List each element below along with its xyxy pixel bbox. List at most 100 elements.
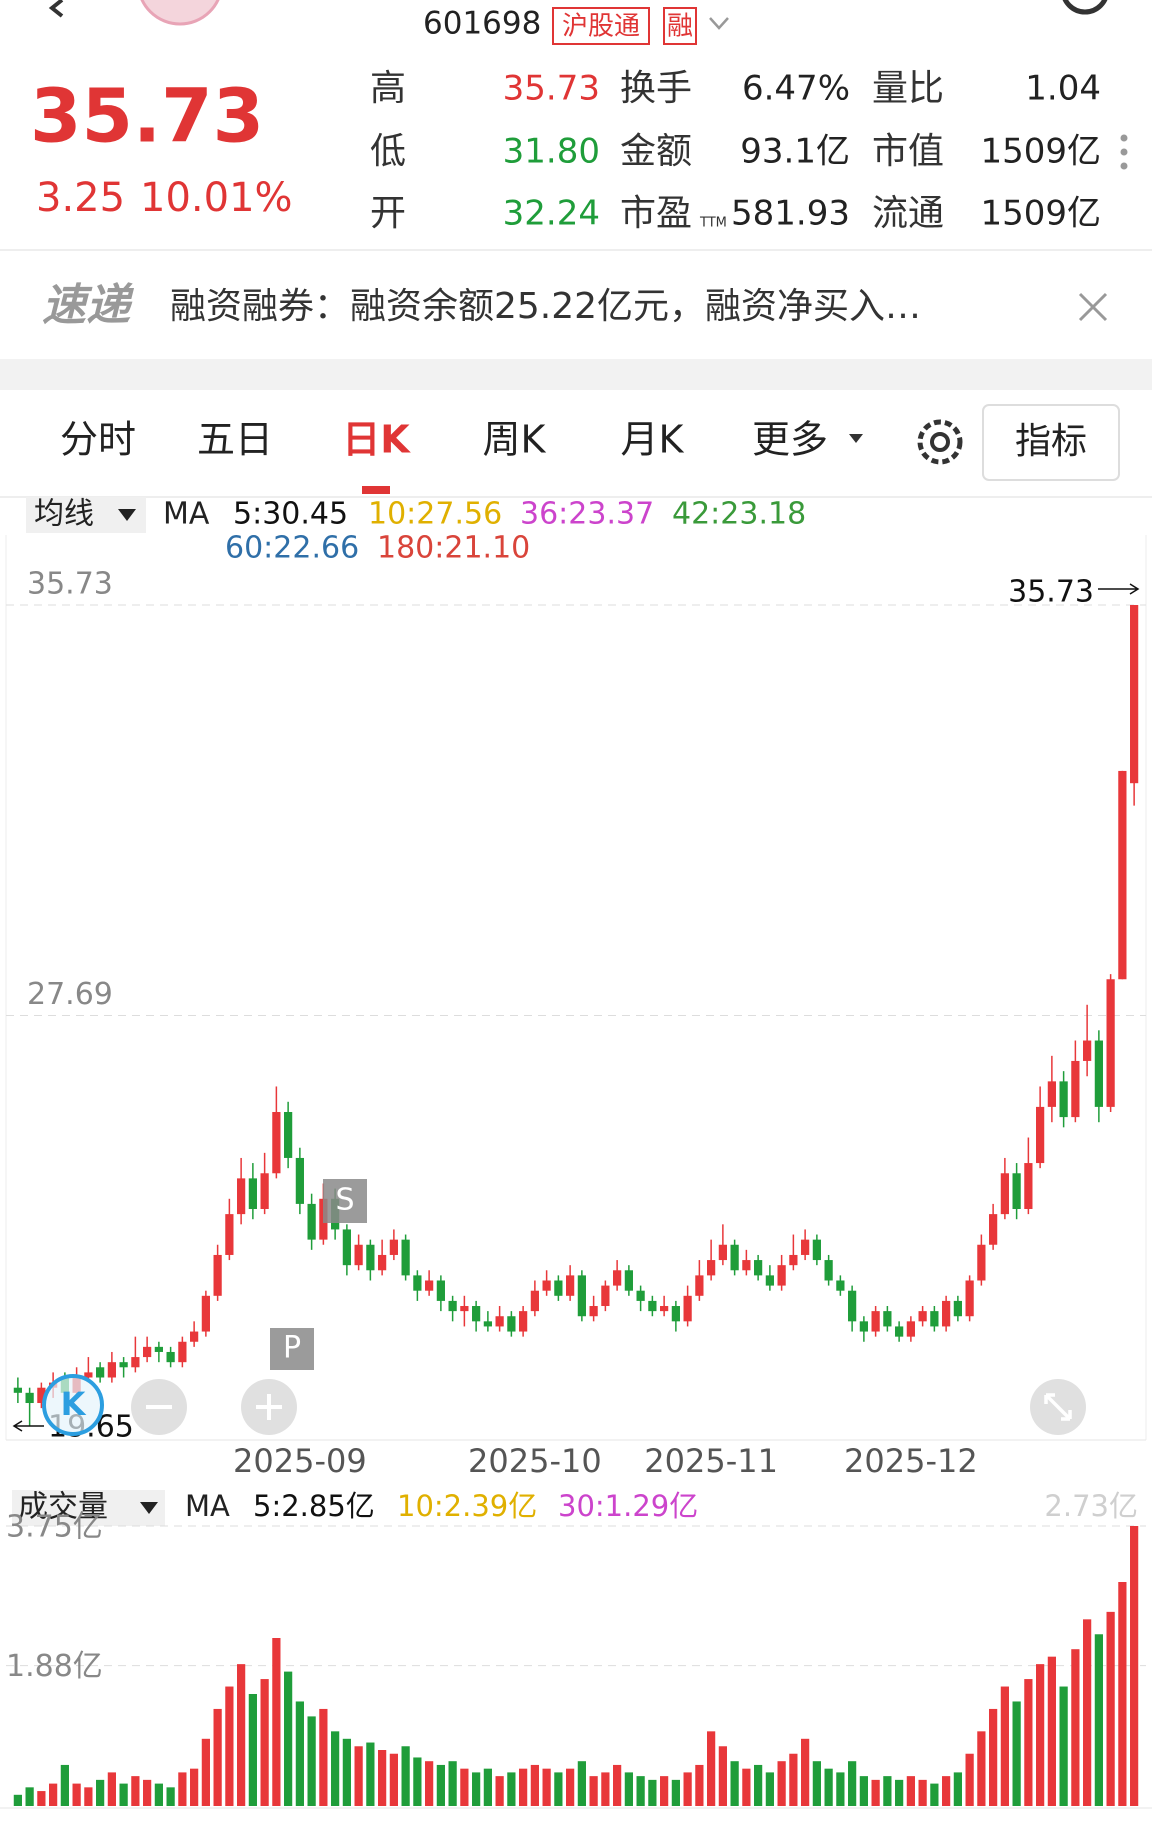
k-button-label[interactable]: K xyxy=(61,1385,87,1423)
flag[interactable]: S xyxy=(335,1183,354,1218)
tab[interactable]: 分时 xyxy=(60,418,136,462)
volume-bar xyxy=(624,1772,633,1806)
candle-body xyxy=(1036,1106,1045,1164)
candle-body xyxy=(295,1157,304,1204)
volume-bar xyxy=(413,1757,422,1806)
volume-bar xyxy=(554,1772,563,1806)
ma-selector[interactable]: 均线 xyxy=(34,497,94,532)
flag-box[interactable] xyxy=(270,1328,314,1370)
tab[interactable]: 月K xyxy=(621,418,685,462)
volume-bar xyxy=(601,1772,610,1806)
candle-body xyxy=(883,1311,892,1327)
candle-body xyxy=(1094,1040,1103,1107)
selector-box[interactable] xyxy=(12,1490,165,1526)
candle-body xyxy=(730,1244,739,1271)
volume-bar xyxy=(260,1679,269,1806)
ma-item: 10:2.39亿 xyxy=(397,1489,537,1523)
tag: 融 xyxy=(667,12,693,42)
back-button[interactable] xyxy=(48,0,64,18)
volume-bar xyxy=(237,1664,246,1806)
volume-bar xyxy=(660,1776,669,1806)
flag[interactable]: P xyxy=(283,1331,301,1366)
more-dot[interactable] xyxy=(1120,148,1128,156)
stat-value: 1509亿 xyxy=(980,194,1101,234)
candle-body xyxy=(213,1254,222,1296)
volume-bar xyxy=(460,1768,469,1806)
candle-body xyxy=(1024,1163,1033,1210)
search-icon[interactable] xyxy=(1062,0,1108,15)
volume-bar xyxy=(648,1779,657,1806)
volume-bar xyxy=(1047,1656,1056,1806)
volume-bar xyxy=(530,1764,539,1806)
candle-body xyxy=(989,1214,998,1245)
candle-body xyxy=(577,1275,586,1317)
ma-item: 36:23.37 xyxy=(520,497,654,532)
volume-bar xyxy=(1012,1701,1021,1806)
tab[interactable]: 五日 xyxy=(197,418,273,462)
candle-body xyxy=(930,1311,939,1327)
news-text[interactable]: 融资融券：融资余额25.22亿元，融资净买入… xyxy=(170,286,921,327)
indicator-button-label[interactable]: 指标 xyxy=(1015,421,1087,462)
volume-bar xyxy=(295,1701,304,1806)
more-dot[interactable] xyxy=(1120,134,1128,142)
volume-bar xyxy=(789,1753,798,1806)
volume-bar xyxy=(1071,1649,1080,1806)
selector-arrow xyxy=(140,1502,158,1514)
volume-bar xyxy=(613,1764,622,1806)
candle-body xyxy=(566,1275,575,1296)
volume-selector[interactable]: 成交量 xyxy=(18,1490,108,1525)
tab[interactable]: 更多 xyxy=(752,418,828,462)
k-button[interactable] xyxy=(42,1374,104,1436)
stat-value: 1.04 xyxy=(1025,69,1101,109)
candle-body xyxy=(636,1290,645,1301)
volume-bar xyxy=(1106,1611,1115,1806)
volume-chart: 3.75亿 1.88亿 xyxy=(6,1510,1146,1806)
stock-code: 601698 xyxy=(423,6,541,42)
candle-body xyxy=(977,1244,986,1281)
candle-body xyxy=(378,1254,387,1271)
volume-bar xyxy=(1024,1679,1033,1806)
volume-bar xyxy=(448,1761,457,1806)
ma-item: 42:23.18 xyxy=(672,497,806,532)
candle-body xyxy=(248,1178,257,1210)
tag: 沪股通 xyxy=(562,12,640,42)
indicator-button[interactable] xyxy=(982,404,1120,481)
candle-body xyxy=(942,1300,951,1327)
candle-body xyxy=(801,1239,810,1255)
volume-bar xyxy=(495,1776,504,1806)
volume-bar xyxy=(589,1776,598,1806)
gear[interactable] xyxy=(917,419,963,465)
candle-body xyxy=(812,1239,821,1261)
volume-bar xyxy=(989,1708,998,1806)
y-tick-label: 3.75亿 xyxy=(6,1510,103,1545)
tab[interactable]: 周K xyxy=(483,418,547,462)
change-pct: 10.01% xyxy=(140,175,293,221)
volume-bar xyxy=(225,1686,234,1806)
more-dot[interactable] xyxy=(1120,162,1128,170)
flag-box[interactable] xyxy=(323,1179,367,1223)
stat-value: 6.47% xyxy=(742,69,850,109)
close-icon[interactable] xyxy=(1078,292,1108,322)
volume-bar xyxy=(96,1779,105,1806)
candle-body xyxy=(307,1203,316,1240)
settings-icon[interactable] xyxy=(917,419,963,465)
ma-item: 60:22.66 xyxy=(225,531,359,566)
volume-bar xyxy=(906,1776,915,1806)
volume-bar xyxy=(342,1738,351,1806)
volume-bar xyxy=(84,1787,93,1806)
volume-bar xyxy=(166,1787,175,1806)
stat-label: 流通 xyxy=(872,193,944,234)
stat-label: 金额 xyxy=(620,131,692,172)
volume-bar xyxy=(37,1791,46,1806)
tab[interactable]: 日K xyxy=(342,418,411,462)
candle-body xyxy=(13,1387,22,1393)
volume-bar xyxy=(284,1671,293,1806)
x-tick-label: 2025-09 xyxy=(233,1442,367,1480)
zoom-in-icon xyxy=(256,1394,282,1420)
volume-bar xyxy=(765,1772,774,1806)
avatar[interactable] xyxy=(138,0,222,26)
volume-bar xyxy=(754,1764,763,1806)
high-arrow xyxy=(1098,583,1140,595)
dropdown-icon[interactable] xyxy=(709,17,729,30)
